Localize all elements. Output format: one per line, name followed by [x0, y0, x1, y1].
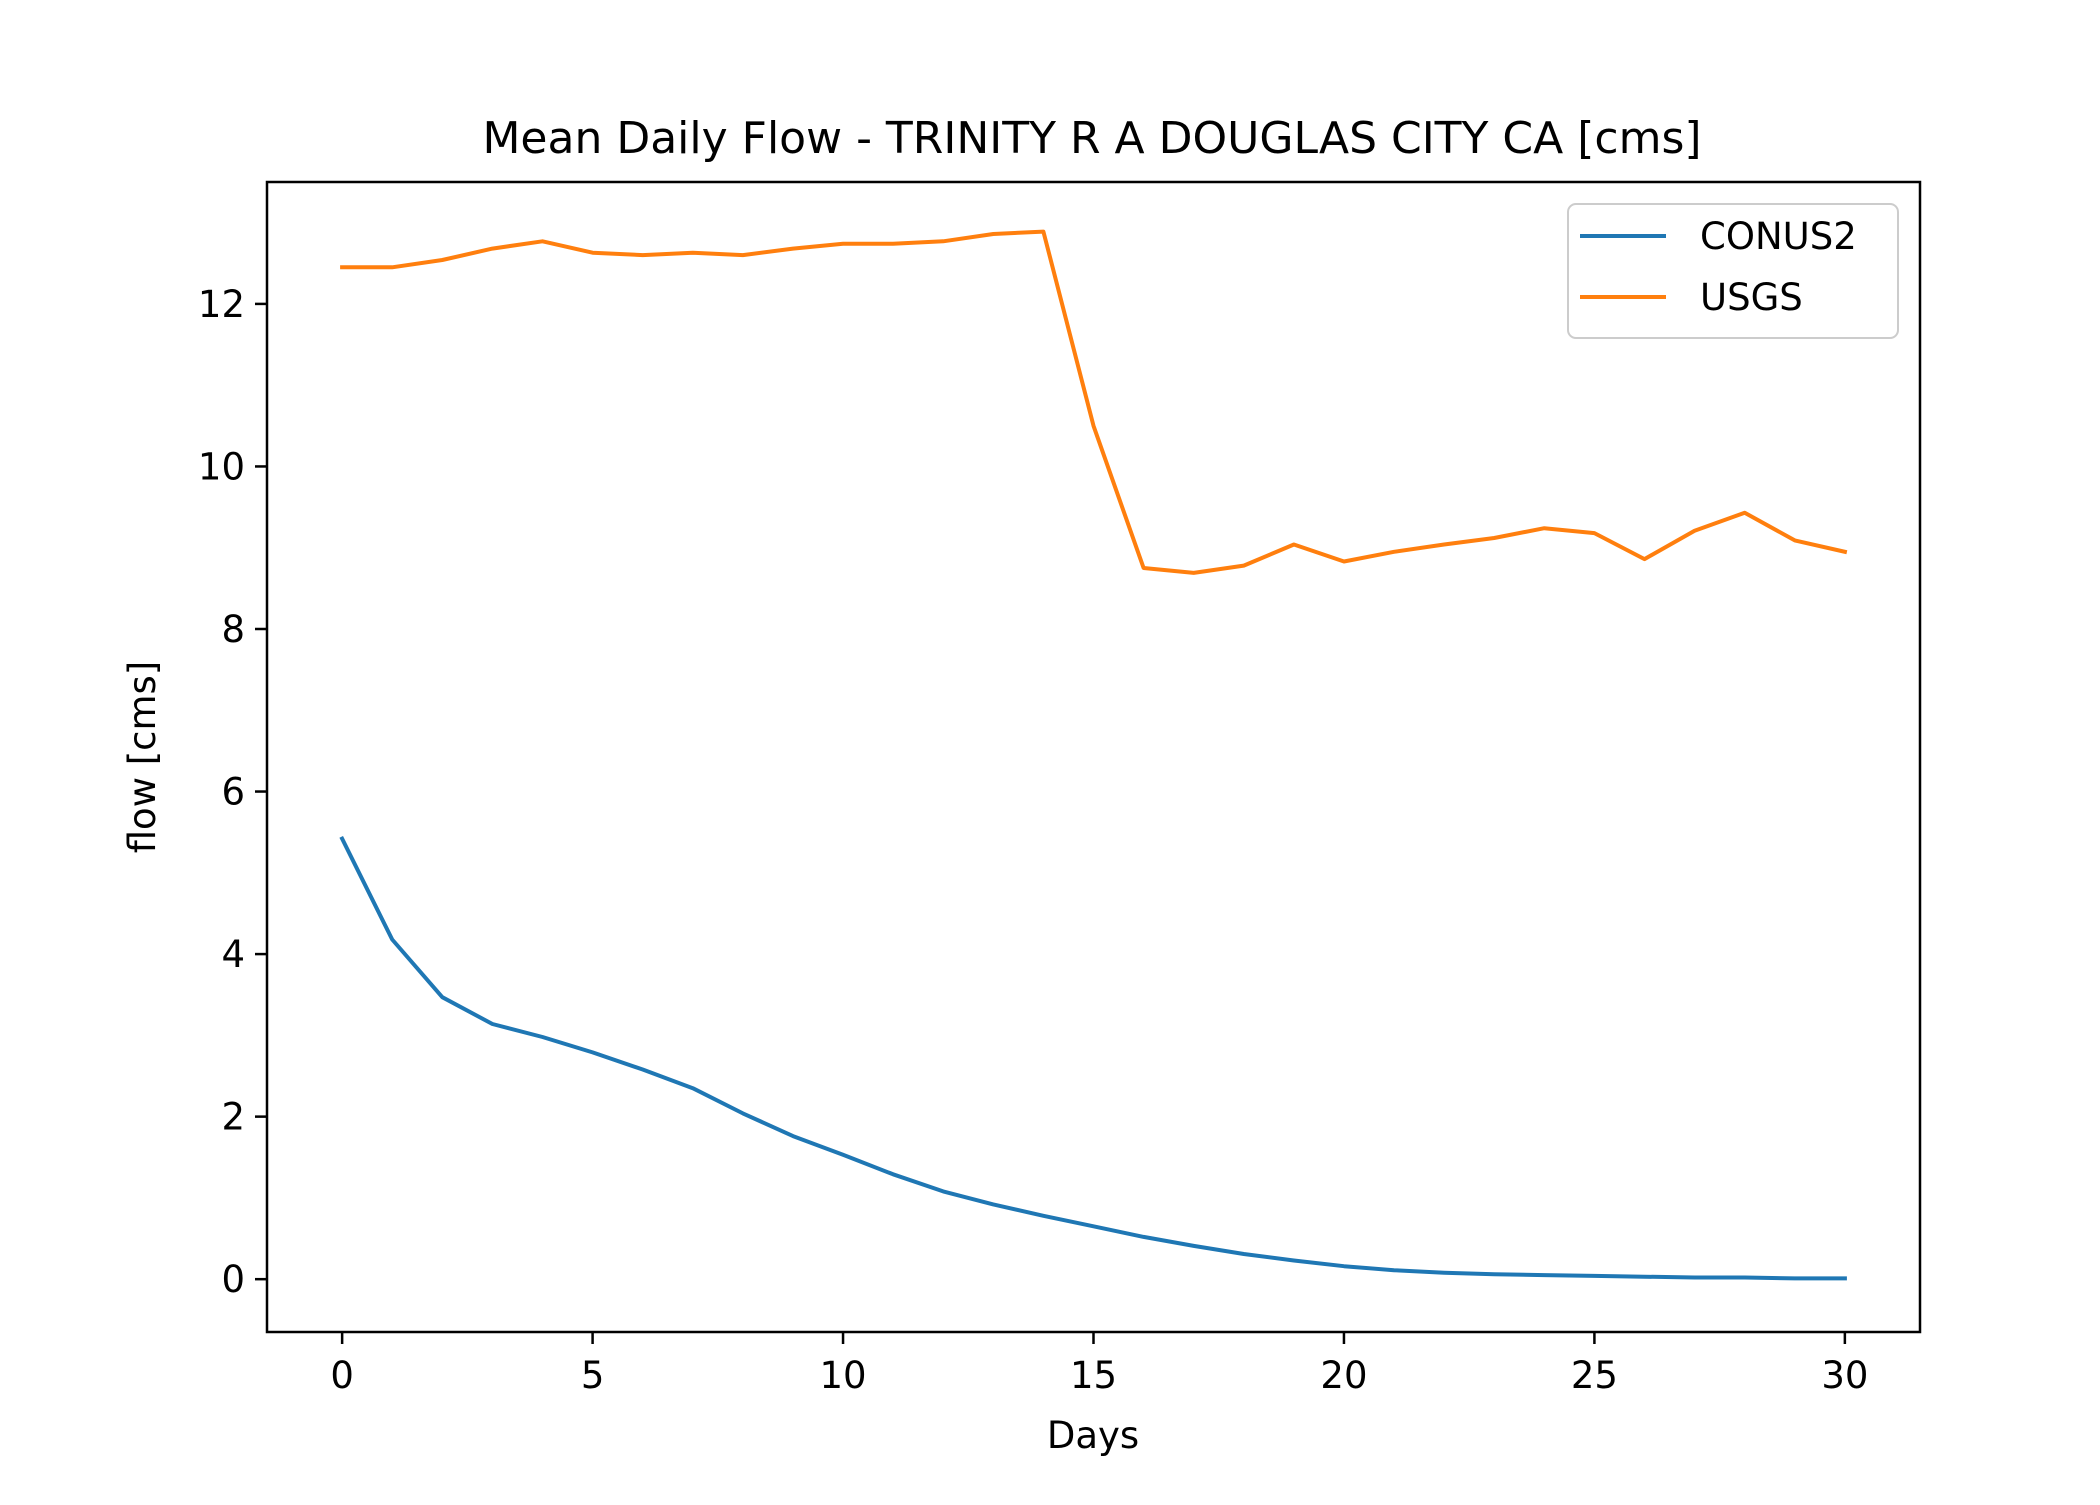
chart-title: Mean Daily Flow - TRINITY R A DOUGLAS CI…	[482, 113, 1701, 164]
x-tick-label: 0	[330, 1354, 354, 1397]
x-axis-label: Days	[1047, 1414, 1139, 1457]
x-tick-label: 5	[581, 1354, 605, 1397]
y-tick-label: 12	[198, 283, 245, 326]
x-tick-label: 15	[1070, 1354, 1117, 1397]
y-tick-label: 0	[221, 1258, 245, 1301]
y-tick-label: 6	[221, 771, 245, 814]
legend: CONUS2 USGS	[1567, 203, 1899, 339]
y-axis: 0 2 4 6 8 10 12	[198, 283, 267, 1301]
y-tick-label: 10	[198, 445, 245, 488]
y-tick-label: 2	[221, 1096, 245, 1139]
x-axis: 0 5 10 15 20 25 30	[330, 1332, 1868, 1397]
plot-area	[339, 229, 1848, 1281]
y-tick-label: 4	[221, 933, 245, 976]
x-tick-label: 20	[1320, 1354, 1367, 1397]
x-tick-label: 30	[1821, 1354, 1868, 1397]
legend-label-conus2: CONUS2	[1700, 215, 1857, 258]
x-tick-label: 10	[819, 1354, 866, 1397]
series-line-conus2	[339, 836, 1847, 1281]
legend-label-usgs: USGS	[1700, 276, 1803, 319]
y-tick-label: 8	[221, 608, 245, 651]
x-tick-label: 25	[1571, 1354, 1618, 1397]
series-line-usgs	[340, 229, 1848, 575]
y-axis-label: flow [cms]	[121, 661, 164, 854]
